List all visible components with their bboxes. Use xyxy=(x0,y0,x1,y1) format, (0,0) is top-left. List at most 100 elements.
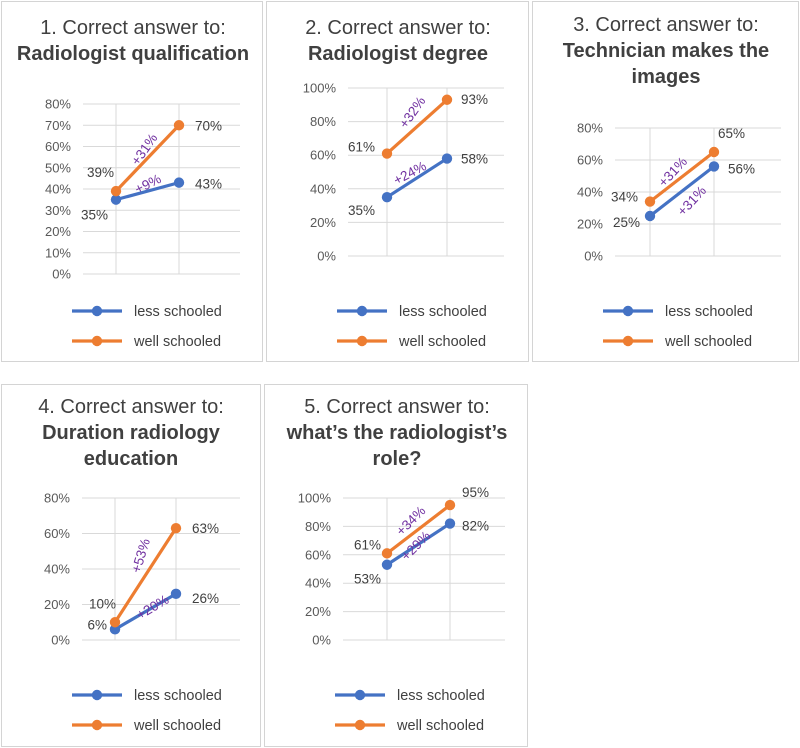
series-line-well xyxy=(385,503,452,555)
legend-marker-well xyxy=(91,335,103,347)
y-tick-label: 20% xyxy=(305,604,331,619)
point-well-end xyxy=(441,94,453,105)
legend-marker-less xyxy=(356,305,368,317)
data-label-less: 6% xyxy=(87,617,107,632)
y-tick-label: 60% xyxy=(310,148,336,163)
chart-4: 4. Correct answer to: Duration radiology e… xyxy=(38,396,240,734)
legend-label-well: well schooled xyxy=(396,718,484,734)
chart-title-bold: what’s the radiologist’s xyxy=(286,422,508,444)
chart-panel-1: 1. Correct answer to: Radiologist qualifi… xyxy=(1,1,263,362)
chart-3: 3. Correct answer to: Technician makes th… xyxy=(563,14,781,350)
data-label-well: 61% xyxy=(348,140,375,155)
y-tick-label: 0% xyxy=(312,633,331,648)
chart-panel-4: 4. Correct answer to: Duration radiology e… xyxy=(1,384,261,747)
y-tick-label: 70% xyxy=(45,118,71,133)
delta-label-well: +32% xyxy=(396,94,428,131)
legend-marker-well xyxy=(356,335,368,347)
point-well-end xyxy=(444,499,456,511)
y-tick-label: 20% xyxy=(577,217,603,232)
data-label-well: 39% xyxy=(87,165,114,180)
y-tick-label: 60% xyxy=(577,153,603,168)
chart-panel-3: 3. Correct answer to: Technician makes th… xyxy=(532,1,799,362)
point-less-start xyxy=(381,192,393,203)
data-label-less: 43% xyxy=(195,177,222,192)
chart-1: 1. Correct answer to: Radiologist qualifi… xyxy=(17,17,249,350)
y-tick-label: 50% xyxy=(45,160,71,175)
legend-marker-less xyxy=(91,305,103,317)
series-line-less xyxy=(114,181,181,202)
y-tick-label: 80% xyxy=(44,491,70,506)
series-line-well xyxy=(648,150,716,204)
point-less-end xyxy=(170,588,182,600)
chart-title: 5. Correct answer to: xyxy=(304,396,490,418)
y-tick-label: 80% xyxy=(305,519,331,534)
y-tick-label: 40% xyxy=(577,185,603,200)
delta-label-less: +9% xyxy=(132,171,163,197)
data-label-well: 63% xyxy=(192,521,219,536)
point-less-start xyxy=(644,210,656,222)
legend-label-less: less schooled xyxy=(399,304,487,320)
data-label-less: 82% xyxy=(462,519,489,534)
chart-title-bold: education xyxy=(84,448,178,470)
point-less-end xyxy=(173,177,185,188)
y-tick-label: 20% xyxy=(310,215,336,230)
series-line-less xyxy=(385,156,449,199)
point-less-end xyxy=(708,161,720,172)
legend-label-less: less schooled xyxy=(397,688,485,704)
series-line-less xyxy=(648,164,716,218)
point-well-end xyxy=(708,146,720,158)
chart-title-bold: Radiologist degree xyxy=(308,43,488,65)
legend-label-well: well schooled xyxy=(133,718,221,734)
point-well-start xyxy=(381,548,393,559)
y-tick-label: 100% xyxy=(298,491,332,506)
series-line-less xyxy=(113,592,178,631)
y-tick-label: 40% xyxy=(44,562,70,577)
legend-marker-less xyxy=(354,689,366,701)
legend-marker-well xyxy=(91,719,103,731)
data-label-less: 35% xyxy=(348,203,375,218)
legend-marker-less xyxy=(622,305,634,317)
point-well-start xyxy=(644,196,656,207)
data-label-well: 65% xyxy=(718,126,745,141)
series-line-well xyxy=(385,98,449,156)
point-less-end xyxy=(444,518,456,529)
data-label-less: 56% xyxy=(728,161,755,176)
legend-marker-well xyxy=(622,335,634,347)
y-tick-label: 80% xyxy=(310,114,336,129)
legend-marker-well xyxy=(354,719,366,731)
chart-title-bold: Duration radiology xyxy=(42,422,221,444)
series-line-well xyxy=(114,123,181,193)
point-less-start xyxy=(381,559,393,570)
y-tick-label: 40% xyxy=(310,181,336,196)
series-line-well xyxy=(113,526,178,624)
data-label-well: 93% xyxy=(461,92,488,107)
y-tick-label: 30% xyxy=(45,203,71,218)
chart-title-bold: Technician makes the xyxy=(563,40,769,62)
chart-title: 3. Correct answer to: xyxy=(573,14,759,36)
chart-5: 5. Correct answer to: what’s the radiolog… xyxy=(286,396,508,734)
chart-title-bold: images xyxy=(632,66,701,88)
legend-label-well: well schooled xyxy=(664,334,752,350)
y-tick-label: 40% xyxy=(45,182,71,197)
data-label-less: 25% xyxy=(613,215,640,230)
data-label-well: 70% xyxy=(195,118,222,133)
delta-label-less: +20% xyxy=(134,592,172,623)
y-tick-label: 100% xyxy=(303,81,337,96)
chart-title: 1. Correct answer to: xyxy=(40,17,226,39)
data-label-less: 53% xyxy=(354,572,381,587)
delta-label-less: +31% xyxy=(674,183,709,219)
legend-label-less: less schooled xyxy=(134,688,222,704)
point-less-start xyxy=(110,194,122,205)
y-tick-label: 0% xyxy=(51,633,70,648)
y-tick-label: 60% xyxy=(45,139,71,154)
chart-panel-5: 5. Correct answer to: what’s the radiolog… xyxy=(264,384,528,747)
y-tick-label: 0% xyxy=(317,249,336,264)
legend-marker-less xyxy=(91,689,103,701)
data-label-less: 35% xyxy=(81,208,108,223)
y-tick-label: 20% xyxy=(44,597,70,612)
y-tick-label: 10% xyxy=(45,245,71,260)
point-well-end xyxy=(170,522,182,534)
chart-title: 4. Correct answer to: xyxy=(38,396,224,418)
point-well-end xyxy=(173,120,185,131)
point-well-start xyxy=(381,148,393,159)
